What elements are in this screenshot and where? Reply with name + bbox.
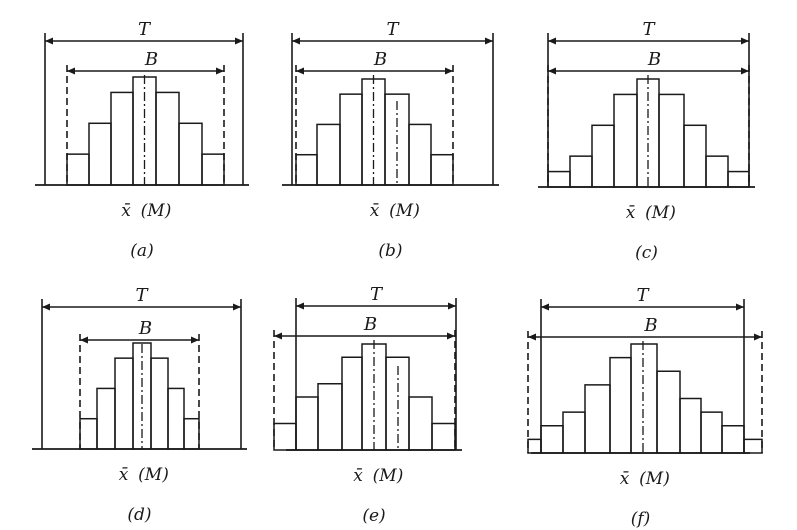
histogram-bar	[630, 343, 658, 454]
histogram-bar	[584, 384, 611, 454]
histogram-bar	[613, 93, 638, 188]
histogram-bar	[540, 425, 564, 454]
histogram-bar	[705, 155, 729, 188]
histogram-bar	[295, 396, 319, 451]
spread-arrow	[67, 67, 224, 75]
panel-caption: (a)	[130, 241, 153, 261]
histogram-bar	[431, 422, 456, 451]
histogram-bar	[167, 387, 185, 450]
mean-symbol: x̄	[121, 201, 131, 221]
histogram-bar	[114, 357, 134, 450]
tolerance-label: T	[370, 284, 384, 305]
spread-label: B	[643, 315, 657, 336]
tolerance-label: T	[386, 19, 400, 40]
center-symbol: (M)	[389, 201, 420, 221]
panel-caption: (f)	[631, 509, 651, 529]
histogram-bar	[656, 370, 681, 454]
histogram-bar	[591, 124, 615, 188]
tolerance-arrow	[541, 303, 744, 311]
panel-e: TBx̄ (M) (e)	[273, 284, 462, 526]
histogram-bar	[150, 357, 169, 450]
panel-b: TBx̄ (M) (b)	[282, 19, 499, 261]
center-symbol: (M)	[645, 203, 676, 223]
panel-d: TBx̄ (M) (d)	[32, 285, 247, 525]
panel-caption: (d)	[127, 505, 151, 525]
spread-arrow	[274, 332, 455, 340]
spread-label: B	[138, 318, 152, 339]
tolerance-arrow	[45, 37, 243, 45]
tolerance-arrow	[292, 37, 493, 45]
histogram-bar	[569, 155, 593, 188]
histogram-bar	[683, 124, 707, 188]
histogram-bar	[743, 438, 763, 454]
spread-arrow	[80, 336, 199, 344]
mean-symbol: x̄	[620, 469, 630, 489]
histogram-bar	[700, 411, 723, 454]
tolerance-label: T	[135, 285, 149, 306]
histogram-bar	[562, 411, 586, 454]
histogram-bar	[658, 93, 685, 188]
histogram-bar	[721, 425, 745, 454]
histogram-bar	[339, 93, 363, 186]
histogram-bar	[295, 153, 318, 186]
histogram-bar	[178, 122, 203, 186]
histogram-bar	[727, 170, 750, 188]
panel-caption: (e)	[362, 506, 385, 526]
histogram-bar	[273, 422, 297, 451]
panel-f: TBx̄ (M) (f)	[527, 285, 763, 529]
center-symbol: (M)	[373, 466, 404, 486]
histogram-bar	[110, 91, 134, 186]
center-symbol: (M)	[639, 469, 670, 489]
histogram-bar	[88, 122, 112, 186]
mean-symbol: x̄	[353, 466, 363, 486]
histogram-bar	[79, 417, 98, 450]
histogram-bar	[66, 153, 90, 186]
histogram-bar	[96, 387, 116, 450]
tolerance-label: T	[636, 285, 650, 306]
spread-label: B	[647, 49, 661, 70]
center-symbol: (M)	[141, 201, 172, 221]
histogram-bar	[408, 123, 432, 186]
tolerance-arrow	[548, 37, 749, 45]
mean-symbol: x̄	[119, 465, 129, 485]
tolerance-label: T	[138, 19, 152, 40]
center-symbol: (M)	[138, 465, 169, 485]
spread-arrow	[296, 67, 453, 75]
mean-symbol: x̄	[370, 201, 380, 221]
histogram-bar	[527, 438, 542, 454]
panel-a: TBx̄ (M) (a)	[35, 19, 249, 261]
histogram-bar	[317, 383, 343, 451]
histogram-bar	[679, 397, 702, 454]
histogram-bar	[547, 170, 571, 188]
histogram-bar	[341, 356, 363, 451]
histogram-bar	[408, 396, 433, 451]
histogram-bar	[609, 356, 632, 454]
panel-caption: (b)	[378, 241, 402, 261]
panel-c: TBx̄ (M) (c)	[538, 19, 755, 263]
spread-label: B	[144, 49, 158, 70]
tolerance-label: T	[642, 19, 656, 40]
histogram-bar	[430, 153, 454, 186]
histogram-bar	[183, 417, 200, 450]
histogram-bar	[316, 123, 341, 186]
mean-symbol: x̄	[626, 203, 636, 223]
spread-arrow	[548, 67, 749, 75]
panel-caption: (c)	[635, 243, 658, 263]
histogram-bar	[155, 91, 180, 186]
tolerance-arrow	[296, 302, 456, 310]
spread-arrow	[528, 333, 762, 341]
spread-label: B	[373, 49, 387, 70]
spread-label: B	[363, 314, 377, 335]
tolerance-arrow	[42, 303, 241, 311]
histogram-bar	[201, 153, 225, 186]
